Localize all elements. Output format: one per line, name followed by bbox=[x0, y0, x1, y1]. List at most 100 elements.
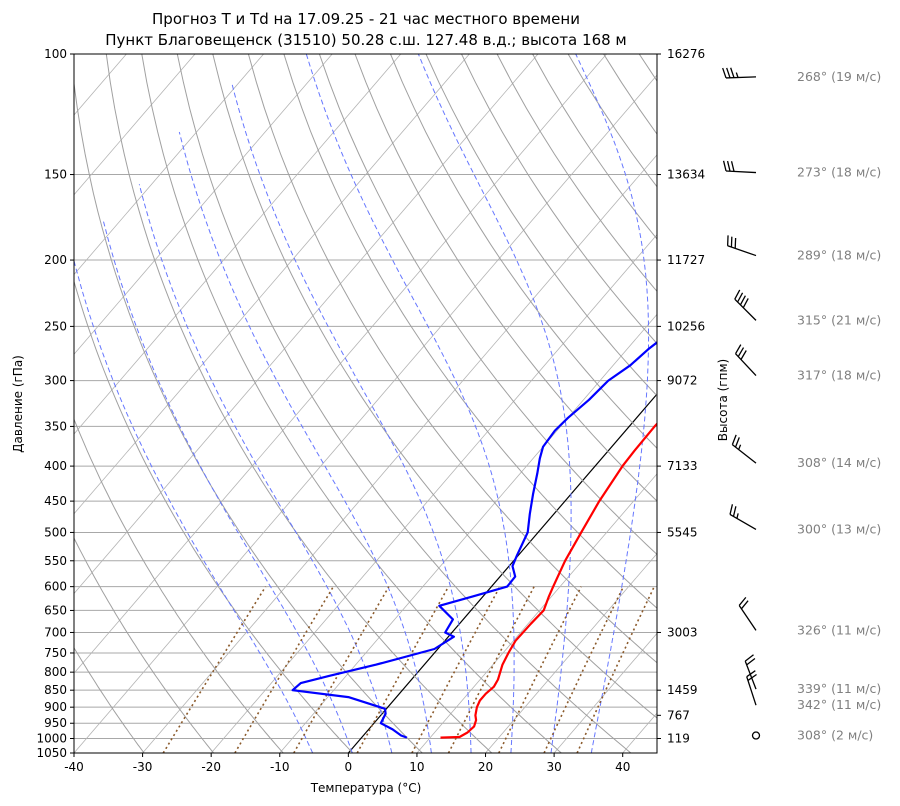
wind-barb-flag bbox=[740, 600, 749, 610]
dry-adiabat-line bbox=[318, 54, 657, 556]
wind-barb-staff bbox=[735, 353, 757, 377]
isotherm-line bbox=[553, 632, 657, 753]
wind-label: 268° (19 м/с) bbox=[797, 69, 881, 84]
plot-frame bbox=[73, 53, 658, 754]
wind-barb-flag bbox=[722, 160, 727, 172]
moist-adiabat-line bbox=[417, 54, 572, 753]
y-tick-label: 650 bbox=[44, 603, 67, 617]
wind-label: 308° (2 м/с) bbox=[797, 728, 873, 743]
wind-barb-flag bbox=[739, 295, 746, 306]
mixing-ratio-line bbox=[498, 586, 582, 753]
wind-barb-staff bbox=[731, 444, 757, 464]
wind-barb bbox=[744, 654, 757, 690]
moist-adiabat-line bbox=[231, 82, 472, 753]
wind-barb bbox=[734, 344, 757, 377]
isotherm-line bbox=[74, 54, 264, 276]
moist-adiabat-line bbox=[305, 54, 515, 753]
wind-barb-staff bbox=[746, 676, 757, 706]
wind-barb-flag bbox=[734, 344, 742, 354]
y-tick-label: 550 bbox=[44, 554, 67, 568]
wind-barb-flag bbox=[732, 506, 737, 517]
height-tick-label: 1459 bbox=[667, 683, 698, 697]
wind-barb bbox=[734, 289, 757, 321]
dry-adiabat-line bbox=[74, 417, 284, 753]
height-axis-label: Высота (гпм) bbox=[716, 359, 730, 441]
y-tick-label: 450 bbox=[44, 494, 67, 508]
wind-barb bbox=[722, 160, 757, 174]
wind-barb-staff bbox=[725, 76, 757, 79]
isotherm-zero-line bbox=[347, 393, 657, 753]
wind-barb-flag bbox=[738, 596, 747, 606]
wind-label: 339° (11 м/с) bbox=[797, 681, 881, 696]
mixing-ratio-line bbox=[543, 586, 625, 753]
wind-barb bbox=[731, 434, 757, 464]
y-tick-label: 100 bbox=[44, 47, 67, 61]
wind-label: 273° (18 м/с) bbox=[797, 165, 881, 180]
dry-adiabat-line bbox=[852, 54, 900, 753]
wind-barb-flag bbox=[731, 434, 737, 445]
y-axis-label: Давление (гПа) bbox=[11, 355, 25, 453]
y-tick-label: 750 bbox=[44, 646, 67, 660]
x-tick-label: 0 bbox=[345, 760, 353, 774]
wind-label: 342° (11 м/с) bbox=[797, 697, 881, 712]
height-tick-label: 13634 bbox=[667, 168, 705, 182]
wind-label: 315° (21 м/с) bbox=[797, 312, 881, 327]
x-tick-label: 10 bbox=[409, 760, 424, 774]
wind-barb-flag bbox=[730, 161, 735, 172]
mixing-ratio-line bbox=[447, 586, 535, 753]
dry-adiabat-line bbox=[710, 54, 900, 753]
y-tick-label: 900 bbox=[44, 700, 67, 714]
dry-adiabat-line bbox=[817, 54, 900, 753]
y-axis: 100 150 200 250 300 350 400 450 500 550 600 650 700 7… bbox=[36, 47, 74, 760]
wind-profile: 268° (19 м/с) 273° (18 м/с) 289° (18 м/с) 3… bbox=[722, 67, 881, 743]
isotherm-line bbox=[760, 54, 900, 753]
wind-barb-flag bbox=[737, 347, 745, 357]
mixing-ratio-line bbox=[162, 586, 267, 753]
mixing-ratio-line bbox=[356, 586, 450, 753]
height-tick-label: 5545 bbox=[667, 525, 698, 539]
mixing-ratio-line bbox=[293, 586, 390, 753]
wind-barb-flag bbox=[734, 437, 740, 448]
isotherm-line bbox=[416, 473, 657, 753]
height-tick-label: 767 bbox=[667, 708, 690, 722]
temperature-profile-line bbox=[440, 422, 657, 739]
moist-adiabat-line bbox=[178, 131, 432, 753]
x-tick-label: -30 bbox=[133, 760, 153, 774]
wind-barb-flag bbox=[746, 670, 756, 678]
dry-adiabat-line bbox=[176, 54, 632, 753]
wind-barb-half-flag bbox=[736, 513, 739, 519]
moist-adiabat-line bbox=[575, 54, 650, 753]
adiabats bbox=[74, 54, 900, 753]
wind-barb-flag bbox=[742, 298, 749, 308]
height-tick-label: 16276 bbox=[667, 47, 705, 61]
height-axis: 16276 13634 11727 10256 9072 7133 5545 3003 1459… bbox=[657, 47, 705, 745]
grid bbox=[74, 54, 900, 753]
wind-label: 317° (18 м/с) bbox=[797, 368, 881, 383]
mixing-ratio-line bbox=[234, 586, 334, 753]
isotherm-line bbox=[142, 154, 657, 753]
x-tick-label: 40 bbox=[615, 760, 630, 774]
x-tick-label: -10 bbox=[270, 760, 290, 774]
dry-adiabat-line bbox=[461, 54, 657, 345]
isotherm-line bbox=[622, 712, 657, 753]
x-tick-label: 30 bbox=[546, 760, 561, 774]
y-tick-label: 950 bbox=[44, 716, 67, 730]
wind-barb-flag bbox=[726, 67, 731, 78]
y-tick-label: 1000 bbox=[36, 731, 67, 745]
y-tick-label: 700 bbox=[44, 625, 67, 639]
height-tick-label: 10256 bbox=[667, 319, 705, 333]
dry-adiabat-line bbox=[354, 54, 657, 502]
isotherm-line bbox=[279, 313, 657, 753]
wind-barb-flag bbox=[726, 160, 731, 172]
wind-barb-staff bbox=[734, 298, 757, 321]
x-axis: -40 -30 -20 -10 0 10 20 30 40 bbox=[64, 753, 630, 774]
moist-adiabat-line bbox=[102, 220, 353, 753]
dry-adiabat-line bbox=[888, 54, 900, 753]
isotherm-line bbox=[74, 54, 607, 674]
dry-adiabat-line bbox=[567, 54, 657, 188]
wind-barb bbox=[729, 504, 757, 531]
wind-label: 289° (18 м/с) bbox=[797, 248, 881, 263]
y-tick-label: 500 bbox=[44, 525, 67, 539]
y-tick-label: 350 bbox=[44, 419, 67, 433]
